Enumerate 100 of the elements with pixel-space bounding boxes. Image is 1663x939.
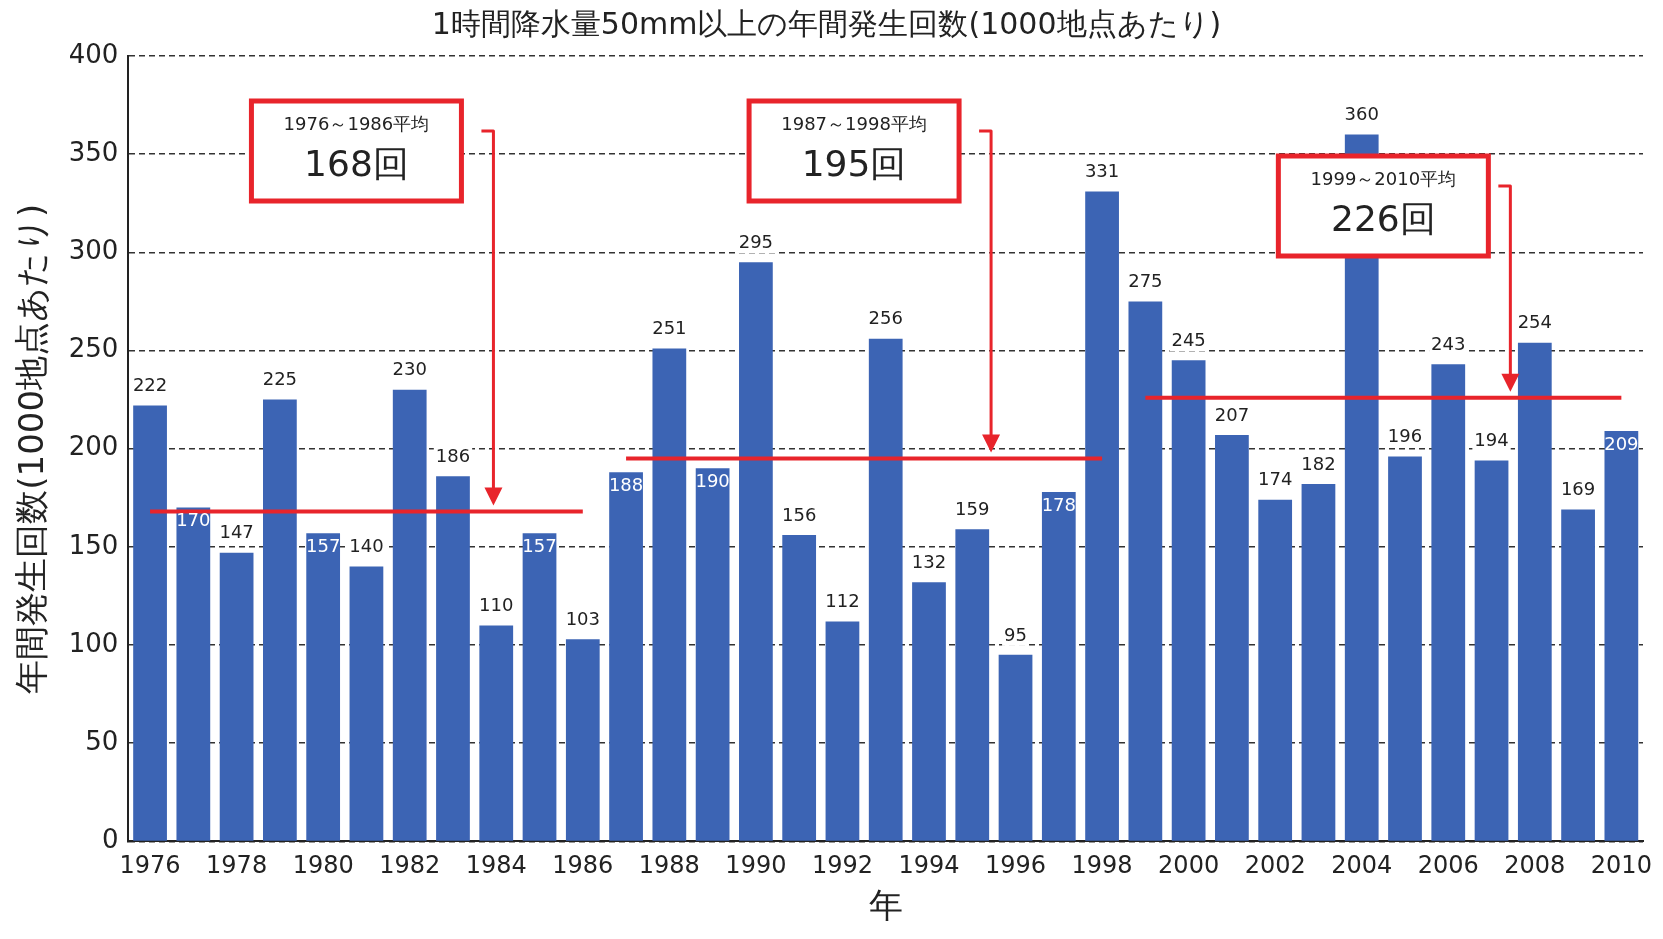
x-tick-label: 1976 (119, 851, 181, 880)
data-label: 169 (1560, 478, 1596, 500)
data-label: 275 (1128, 270, 1163, 292)
bar (1041, 491, 1076, 841)
data-label: 188 (608, 473, 644, 495)
y-tick-label: 300 (68, 235, 119, 266)
data-label: 178 (1041, 493, 1076, 515)
bar (695, 468, 730, 841)
bar (825, 621, 860, 841)
x-tick-label: 1988 (638, 851, 700, 880)
annotation: 1999～2010平均 (1310, 167, 1457, 189)
data-label: 140 (349, 535, 384, 557)
bar (912, 582, 946, 841)
x-tick-label: 1998 (1071, 851, 1133, 880)
data-label: 110 (479, 594, 514, 616)
data-label: 190 (695, 470, 730, 492)
y-tick-label: 200 (68, 431, 119, 462)
data-label: 251 (652, 317, 687, 339)
x-tick-label: 1986 (552, 851, 614, 880)
bar (219, 552, 254, 841)
bar (1388, 456, 1422, 841)
bar (1517, 342, 1552, 841)
bar (998, 654, 1033, 841)
bar (739, 262, 773, 841)
y-tick-label: 50 (85, 725, 119, 756)
x-tick-label: 2006 (1417, 851, 1479, 880)
bar (955, 529, 990, 841)
bar (263, 399, 297, 841)
bar (1561, 509, 1595, 841)
data-label: 256 (868, 307, 903, 329)
data-label: 194 (1474, 429, 1509, 451)
annotation: 226回 (1331, 198, 1436, 240)
bar (436, 476, 470, 841)
annotation: 195回 (801, 143, 907, 185)
y-tick-label: 400 (68, 38, 119, 69)
bar (1215, 434, 1249, 841)
data-label: 95 (1004, 623, 1027, 645)
data-label: 132 (911, 550, 947, 572)
bar (1474, 460, 1509, 841)
x-tick-label: 1992 (811, 851, 873, 880)
y-tick-label: 100 (68, 627, 119, 658)
chart-title: 1時間降水量50mm以上の年間発生回数(1000地点あたり) (431, 5, 1222, 41)
x-tick-label: 2010 (1590, 851, 1652, 880)
y-tick-label: 350 (68, 136, 119, 167)
bar (565, 639, 600, 841)
data-label: 159 (955, 497, 990, 519)
data-label: 156 (781, 503, 817, 525)
data-label: 243 (1431, 332, 1466, 354)
x-tick-label: 2000 (1158, 851, 1220, 880)
x-tick-label: 2008 (1504, 851, 1566, 880)
bar (1301, 484, 1336, 841)
bar (479, 625, 514, 841)
bar (349, 566, 384, 841)
bar (782, 535, 817, 841)
x-tick-label: 1978 (206, 851, 268, 880)
x-tick-label: 1994 (898, 851, 960, 880)
bar (133, 405, 167, 841)
bar (1258, 499, 1293, 841)
data-label: 170 (176, 509, 211, 531)
data-label: 103 (565, 607, 600, 629)
data-label: 157 (305, 534, 341, 556)
data-label: 230 (392, 358, 427, 380)
data-label: 186 (435, 444, 471, 466)
bar (522, 533, 557, 841)
bar (392, 389, 427, 841)
bar (1604, 431, 1639, 841)
annotation: 1976～1986平均 (283, 112, 430, 134)
data-label: 360 (1344, 103, 1379, 125)
data-label: 112 (825, 590, 860, 612)
data-label: 196 (1387, 425, 1423, 447)
bar (1085, 191, 1119, 841)
data-label: 209 (1604, 432, 1639, 454)
x-tick-label: 1984 (465, 851, 527, 880)
x-tick-label: 1990 (725, 851, 787, 880)
bar (306, 533, 341, 841)
data-label: 245 (1171, 329, 1206, 351)
bar (868, 338, 903, 841)
x-tick-label: 1996 (984, 851, 1047, 880)
bar (1128, 301, 1163, 841)
bar (176, 507, 211, 841)
bar (1431, 364, 1466, 841)
data-label: 222 (132, 374, 168, 396)
data-label: 331 (1084, 160, 1120, 182)
bar (1171, 360, 1206, 841)
y-axis-title: 年間発生回数(1000地点あたり) (11, 203, 52, 694)
bar (652, 348, 687, 841)
data-label: 174 (1258, 468, 1293, 490)
data-label: 254 (1517, 311, 1552, 333)
y-tick-label: 0 (101, 824, 119, 855)
data-label: 207 (1214, 403, 1250, 425)
x-tick-label: 2002 (1244, 851, 1306, 880)
annotation: 168回 (304, 143, 409, 185)
data-label: 295 (738, 230, 774, 252)
y-tick-label: 150 (68, 529, 119, 560)
annotation: 1987～1998平均 (781, 112, 927, 134)
data-label: 147 (219, 521, 254, 543)
x-tick-label: 1982 (379, 851, 441, 880)
x-tick-label: 2004 (1331, 851, 1393, 880)
data-label: 225 (262, 368, 298, 390)
data-label: 182 (1301, 452, 1336, 474)
